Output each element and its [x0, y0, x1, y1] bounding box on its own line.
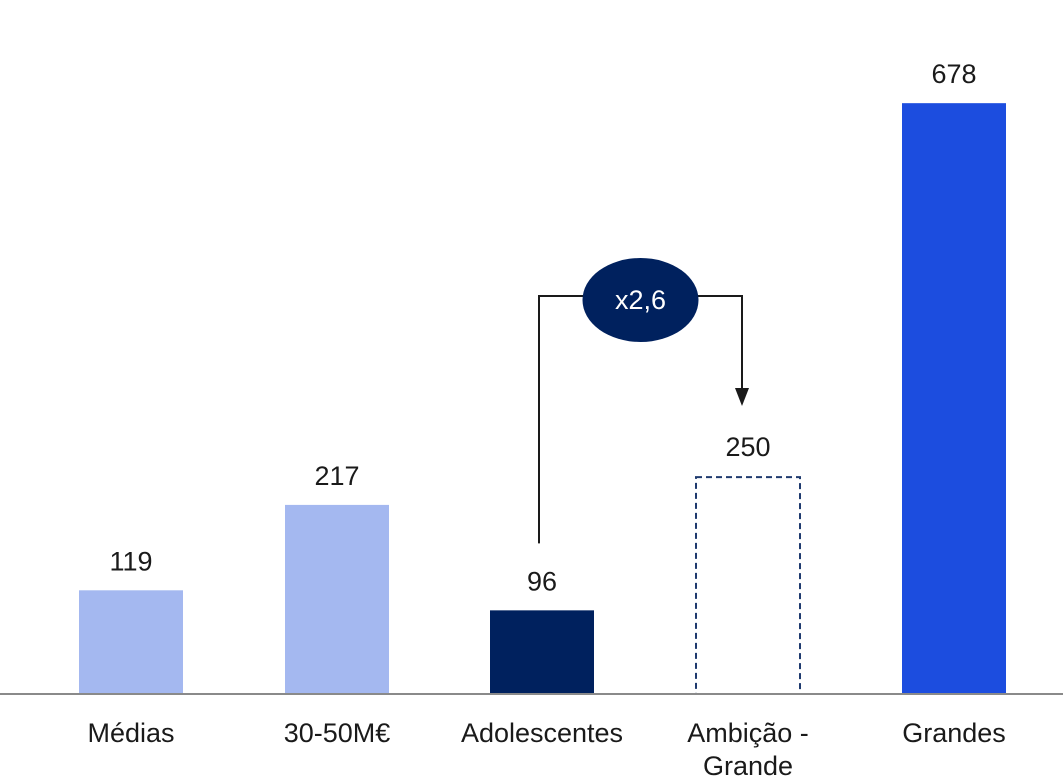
category-label-1: 30-50M€	[284, 718, 391, 748]
category-label-3-line-1: Grande	[703, 751, 793, 781]
growth-annotation: x2,6	[538, 258, 749, 544]
bar-1	[285, 504, 389, 694]
bar-3	[695, 476, 801, 695]
growth-badge	[582, 258, 699, 342]
value-label-3: 250	[725, 432, 770, 462]
value-label-4: 678	[931, 59, 976, 89]
value-labels-group: 119 217 96 250 678	[109, 59, 976, 596]
category-label-2: Adolescentes	[461, 718, 623, 748]
growth-arrowhead	[735, 388, 749, 406]
value-label-2: 96	[527, 566, 557, 596]
category-label-4: Grandes	[902, 718, 1006, 748]
bar-4	[902, 103, 1006, 694]
bar-2	[490, 610, 594, 694]
bar-0	[79, 590, 183, 694]
category-label-3-line-0: Ambição -	[687, 718, 809, 748]
category-label-0: Médias	[87, 718, 174, 748]
bars-group	[79, 103, 1006, 695]
value-label-0: 119	[109, 546, 152, 576]
growth-badge-label: x2,6	[615, 285, 666, 315]
category-labels-group: Médias 30-50M€ Adolescentes Ambição -Grande…	[87, 718, 1005, 781]
value-label-1: 217	[314, 461, 359, 491]
